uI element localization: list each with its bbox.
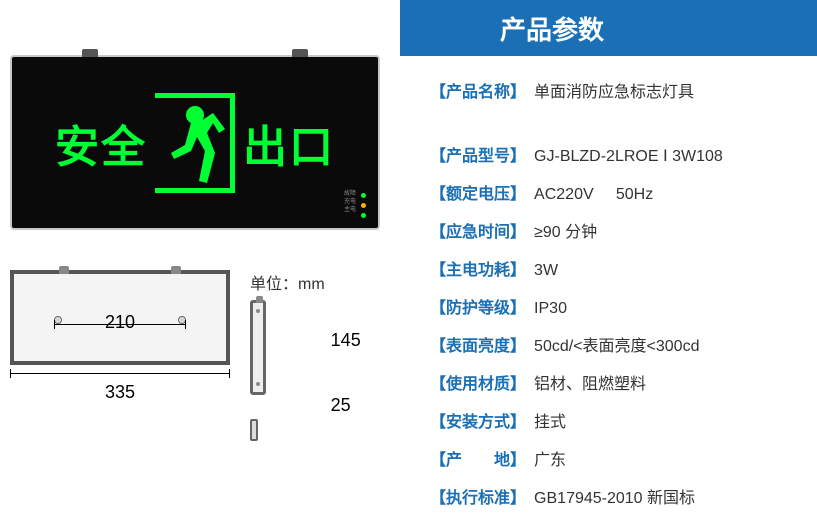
dim-front-view: 210 335 <box>10 270 230 403</box>
spec-value: IP30 <box>534 300 567 318</box>
spec-label: 【额定电压】 <box>430 180 526 204</box>
side-view-top-icon <box>250 419 258 441</box>
spec-row: 【安装方式】挂式 <box>430 408 807 432</box>
spec-label: 【表面亮度】 <box>430 332 526 356</box>
spec-label: 【防护等级】 <box>430 294 526 318</box>
sign-text-left: 安全 <box>55 111 147 175</box>
spec-value: 广东 <box>534 446 566 470</box>
spec-label: 【产 地】 <box>430 446 526 470</box>
spec-list: 【产品名称】单面消防应急标志灯具【产品型号】GJ-BLZD-2LROE Ⅰ 3W… <box>400 56 817 532</box>
sign-text-right: 出口 <box>243 111 335 175</box>
spec-label: 【产品型号】 <box>430 142 526 166</box>
header-bar: 产品参数 <box>400 0 817 56</box>
spec-value: ≥90 分钟 <box>534 218 597 242</box>
mount-tab-left <box>82 49 98 57</box>
dimensions-diagram: 210 335 单位：mm <box>10 270 400 441</box>
spec-label: 【安装方式】 <box>430 408 526 432</box>
spec-value: AC220V 50Hz <box>534 186 653 204</box>
right-panel: 产品参数 【产品名称】单面消防应急标志灯具【产品型号】GJ-BLZD-2LROE… <box>400 0 817 504</box>
dim-front-height: 145 <box>331 330 361 351</box>
dim-front-width: 335 <box>105 382 135 402</box>
mount-tab-right <box>292 49 308 57</box>
spec-label: 【使用材质】 <box>430 370 526 394</box>
spec-row: 【防护等级】 IP30 <box>430 294 807 318</box>
spec-label: 【主电功耗】 <box>430 256 526 280</box>
spec-row: 【主电功耗】 3W <box>430 256 807 280</box>
header-title: 产品参数 <box>500 10 604 47</box>
spec-value: 铝材、阻燃塑料 <box>534 370 646 394</box>
spec-row: 【额定电压】 AC220V 50Hz <box>430 180 807 204</box>
dim-height-labels: 145 25 <box>331 270 361 416</box>
sign-content: 安全 出口 <box>55 93 335 193</box>
spec-row: 【表面亮度】 50cd/<表面亮度<300cd <box>430 332 807 356</box>
indicator-led-icon <box>361 203 366 208</box>
spec-value: 挂式 <box>534 408 566 432</box>
dim-side-views: 单位：mm <box>250 270 325 441</box>
spec-row: 【产品型号】 GJ-BLZD-2LROE Ⅰ 3W108 <box>430 142 807 166</box>
exit-running-man-icon <box>155 93 235 193</box>
unit-label: 单位：mm <box>250 270 325 294</box>
spec-value: 50cd/<表面亮度<300cd <box>534 332 699 356</box>
spec-row: 【应急时间】 ≥90 分钟 <box>430 218 807 242</box>
spec-value: GB17945-2010 新国标 <box>534 484 695 508</box>
spec-label: 【执行标准】 <box>430 484 526 508</box>
spec-label: 【应急时间】 <box>430 218 526 242</box>
spec-row: 【产品名称】单面消防应急标志灯具 <box>430 78 807 102</box>
spec-row: 【执行标准】 GB17945-2010 新国标 <box>430 484 807 508</box>
spec-row: 【使用材质】铝材、阻燃塑料 <box>430 370 807 394</box>
page-container: 安全 出口 故障充电主电 <box>0 0 817 504</box>
dim-side-depth: 25 <box>331 395 361 416</box>
spec-label: 【产品名称】 <box>430 78 526 102</box>
indicator-led-icon <box>361 213 366 218</box>
spec-row: 【产 地】广东 <box>430 446 807 470</box>
spec-value: 3W <box>534 262 558 280</box>
spec-value: 单面消防应急标志灯具 <box>534 78 694 102</box>
product-photo: 安全 出口 故障充电主电 <box>10 55 380 230</box>
left-panel: 安全 出口 故障充电主电 <box>0 0 400 504</box>
side-view-icon <box>250 300 266 395</box>
spec-value: GJ-BLZD-2LROE Ⅰ 3W108 <box>534 146 723 166</box>
indicator-led-icon <box>361 193 366 198</box>
indicator-labels: 故障充电主电 <box>344 190 356 214</box>
dim-mount-span: 210 <box>105 312 135 332</box>
